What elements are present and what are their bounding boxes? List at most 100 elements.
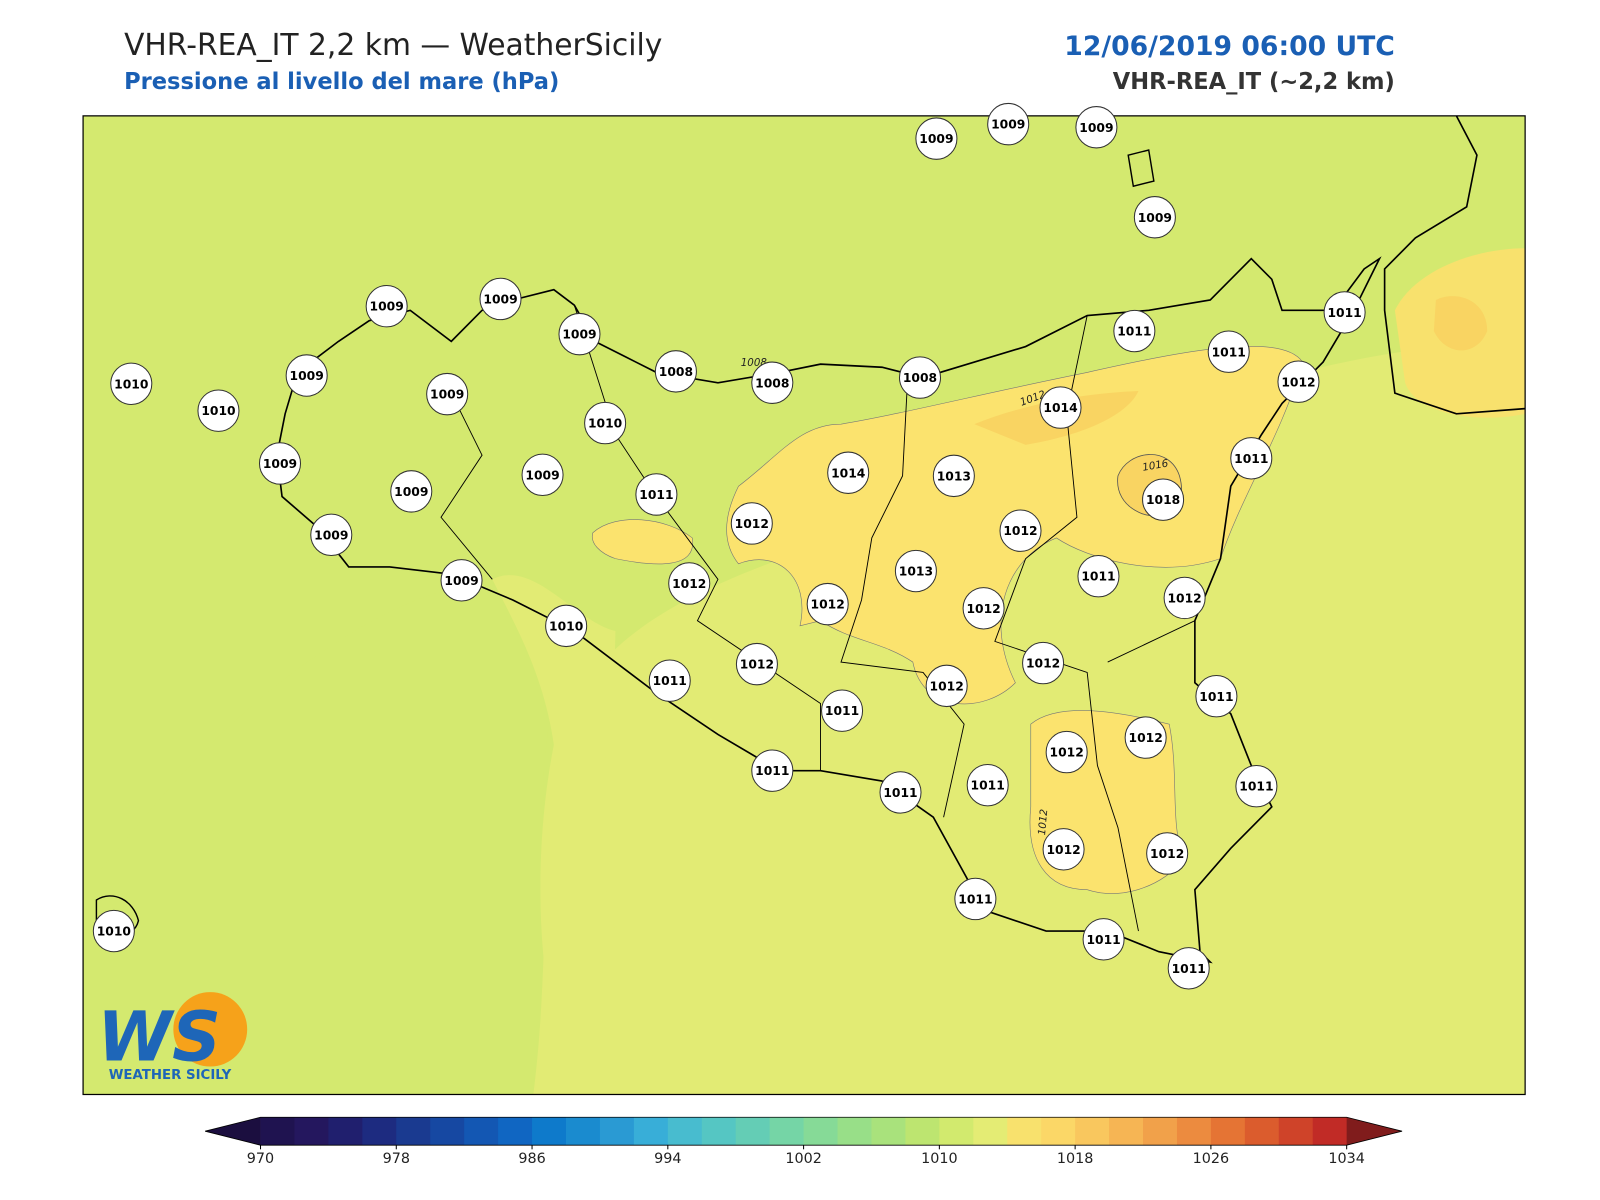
station-marker [1163, 576, 1206, 620]
station-value: 1012 [740, 658, 774, 672]
station-value: 1011 [1086, 933, 1120, 947]
station: 1011 [1207, 330, 1250, 373]
station-value: 1012 [930, 679, 964, 693]
station-value: 1011 [1327, 306, 1361, 320]
station-value: 1008 [659, 365, 693, 379]
colorbar-bin [803, 1117, 839, 1146]
station-marker [1195, 675, 1238, 718]
station-value: 1009 [919, 132, 953, 146]
colorbar-bin [1143, 1117, 1178, 1146]
station-marker [821, 689, 864, 732]
station-marker [1045, 730, 1088, 774]
station-value: 1011 [653, 674, 687, 688]
station: 1011 [966, 763, 1009, 807]
station: 1012 [806, 582, 849, 626]
colorbar-tick-label: 994 [654, 1151, 681, 1167]
station-marker [440, 559, 483, 602]
colorbar-bin [1075, 1117, 1110, 1146]
station-value: 1014 [1043, 401, 1078, 415]
map-frame [82, 115, 1526, 1096]
colorbar-bin [1176, 1117, 1212, 1146]
colorbar-bin [328, 1117, 363, 1146]
station-marker [310, 513, 353, 557]
station-value: 1008 [755, 376, 789, 390]
station: 1009 [987, 102, 1030, 146]
high-area [591, 519, 693, 565]
station-marker [1133, 196, 1176, 239]
station: 1013 [894, 549, 937, 593]
station: 1013 [932, 454, 975, 498]
station-marker [648, 659, 691, 702]
coastline [1383, 115, 1526, 415]
station-value: 1012 [1026, 657, 1060, 671]
colorbar-bin [939, 1117, 974, 1146]
station-marker [1124, 716, 1167, 759]
station: 1009 [1133, 196, 1176, 239]
station-value: 1011 [1234, 452, 1268, 466]
station-marker [827, 451, 870, 494]
station-value: 1009 [991, 118, 1025, 132]
station-marker [1142, 478, 1185, 521]
colorbar-bin [1312, 1117, 1348, 1146]
station-marker [584, 401, 627, 445]
colorbar-bin [769, 1117, 805, 1146]
station: 1008 [751, 361, 794, 404]
station: 1010 [110, 362, 153, 405]
station-value: 1010 [97, 925, 132, 939]
station-value: 1009 [562, 328, 596, 342]
station-value: 1009 [430, 388, 464, 402]
station-value: 1012 [1050, 746, 1084, 760]
station-marker [479, 277, 522, 321]
station: 1010 [197, 389, 240, 432]
colorbar-tick-label: 1018 [1057, 1151, 1094, 1167]
model: VHR-REA_IT (~2,2 km) [1113, 69, 1395, 95]
station: 1009 [285, 354, 328, 397]
station-value: 1010 [549, 619, 584, 633]
station-marker [751, 361, 794, 404]
station-marker [987, 102, 1030, 146]
colorbar-bin [973, 1117, 1008, 1146]
title: VHR-REA_IT 2,2 km — WeatherSicily [124, 28, 662, 63]
station-value: 1010 [201, 404, 236, 418]
colorbar-tick-label: 978 [383, 1151, 410, 1167]
colorbar-bin [1244, 1117, 1280, 1146]
station: 1012 [925, 664, 968, 708]
station-marker [1235, 765, 1278, 808]
station-marker [751, 749, 794, 792]
station: 1009 [1075, 106, 1118, 149]
colorbar-bin [735, 1117, 771, 1146]
station-marker [92, 909, 135, 953]
station-marker [735, 642, 778, 686]
station: 1011 [1113, 309, 1156, 353]
station-value: 1009 [314, 528, 348, 542]
station-value: 1012 [1150, 847, 1184, 861]
station: 1010 [92, 909, 135, 953]
station-value: 1012 [672, 577, 706, 591]
station-marker [426, 372, 469, 416]
station: 1009 [310, 513, 353, 557]
station-value: 1010 [588, 417, 623, 431]
station-marker [999, 509, 1042, 552]
station: 1012 [1146, 832, 1189, 875]
station: 1011 [1323, 291, 1366, 334]
station-value: 1012 [1167, 591, 1201, 605]
station: 1009 [365, 285, 408, 328]
station-marker [1167, 947, 1210, 990]
field-area [492, 575, 667, 1095]
station-value: 1009 [394, 485, 428, 499]
station-value: 1009 [263, 457, 297, 471]
station-marker [730, 502, 773, 545]
station-value: 1012 [1046, 843, 1080, 857]
station-value: 1012 [1003, 524, 1037, 538]
station: 1010 [545, 604, 588, 648]
station: 1018 [1142, 478, 1185, 521]
station: 1012 [1163, 576, 1206, 620]
station-marker [110, 362, 153, 405]
province-border [440, 305, 1196, 932]
station: 1014 [1039, 386, 1082, 429]
station: 1012 [668, 562, 711, 605]
colorbar-bin [905, 1117, 940, 1146]
station-marker [1082, 918, 1125, 961]
colorbar-tick-label: 1002 [785, 1151, 822, 1167]
